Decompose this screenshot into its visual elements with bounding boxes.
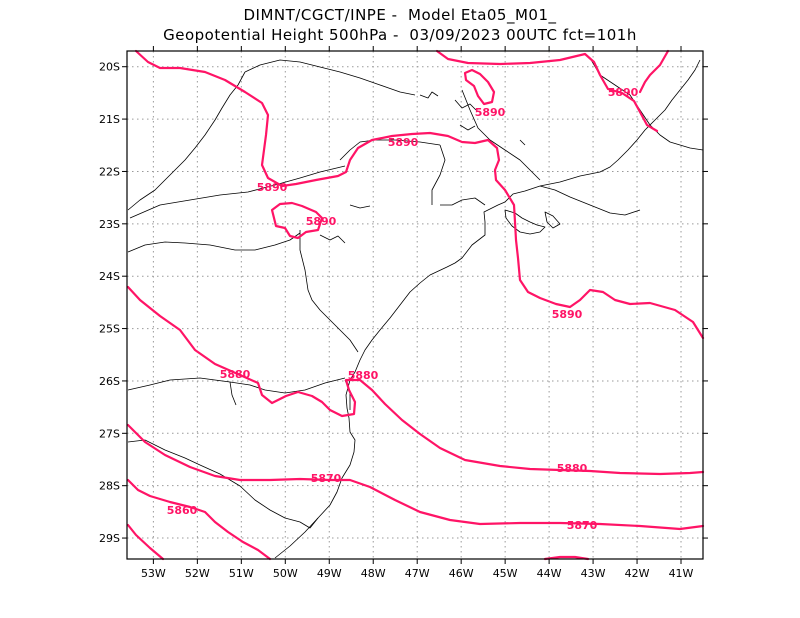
contour-5890-cell [270,201,324,240]
state-border [127,377,346,394]
bay-outline [504,209,546,235]
lon-tick-label: 50W [273,567,298,580]
lat-tick-label: 20S [99,61,120,74]
contour-labels: 5890 5890 5890 5890 5890 5890 5880 5880 … [167,86,639,532]
contour-5890-cell [463,68,496,106]
reservoir [519,139,526,146]
reservoir [419,91,439,99]
state-border [589,57,704,151]
map-frame [126,50,704,560]
coastline [274,185,541,559]
lat-tick-label: 26S [99,375,120,388]
contour-label: 5890 [475,106,506,119]
lon-tick-label: 49W [317,567,342,580]
state-border [229,381,237,406]
state-border [127,71,246,211]
chart-title-line-1: DIMNT/CGCT/INPE - Model Eta05_M01_ [243,6,557,24]
lat-tick-label: 24S [99,270,120,283]
lon-tick-label: 42W [625,567,650,580]
lon-tick-label: 41W [669,567,694,580]
lon-tick-label: 45W [493,567,518,580]
lat-tick-label: 29S [99,532,120,545]
lon-tick-label: 52W [185,567,210,580]
reservoir [349,204,371,209]
state-border [299,230,359,353]
contour-5860 [126,523,165,561]
lon-tick-label: 43W [581,567,606,580]
state-border [127,439,301,523]
contour-5870 [126,423,705,531]
axis-ticks [122,46,708,564]
contour-label: 5870 [311,472,342,485]
reservoir [319,234,346,244]
contour-label: 5890 [388,136,419,149]
contour-label: 5880 [557,462,588,475]
chart-title-line-2: Geopotential Height 500hPa - 03/09/2023 … [163,26,637,44]
lon-tick-label: 44W [537,567,562,580]
state-border [431,144,446,205]
reservoir [454,99,477,111]
longitude-tick-labels: 53W 52W 51W 50W 49W 48W 47W 46W 45W 44W 43W 42W 41W [141,567,694,580]
lon-tick-label: 53W [141,567,166,580]
state-border [129,165,346,219]
contour-label: 5890 [608,86,639,99]
contour-label: 5870 [567,519,598,532]
contour-label: 5880 [220,368,251,381]
lat-tick-label: 28S [99,480,120,493]
lon-tick-label: 51W [229,567,254,580]
state-border [539,185,641,216]
bay-outline-2 [544,211,561,229]
state-border [299,517,319,529]
contour-5860 [126,478,272,561]
lon-tick-label: 47W [405,567,430,580]
contour-5890 [435,49,659,133]
contour-5880 [126,285,705,476]
contour-5860 [543,555,590,561]
lon-tick-label: 48W [361,567,386,580]
lon-tick-label: 46W [449,567,474,580]
contour-5890 [638,49,670,94]
lat-tick-label: 21S [99,113,120,126]
state-border [244,59,416,96]
lat-tick-label: 25S [99,323,120,336]
lat-tick-label: 27S [99,427,120,440]
coastline-rio [539,59,701,187]
contour-label: 5880 [348,369,379,382]
lat-tick-label: 22S [99,165,120,178]
lat-tick-label: 23S [99,218,120,231]
contour-5890 [134,49,705,340]
contour-label: 5890 [257,181,288,194]
contour-label: 5860 [167,504,198,517]
graticule [127,51,703,559]
latitude-tick-labels: 20S 21S 22S 23S 24S 25S 26S 27S 28S 29S [99,61,120,545]
reservoir [459,124,476,131]
contour-label: 5890 [306,215,337,228]
state-border [440,197,486,206]
contour-label: 5890 [552,308,583,321]
state-border [461,89,541,181]
state-border [127,232,301,253]
contour-lines [126,49,705,561]
